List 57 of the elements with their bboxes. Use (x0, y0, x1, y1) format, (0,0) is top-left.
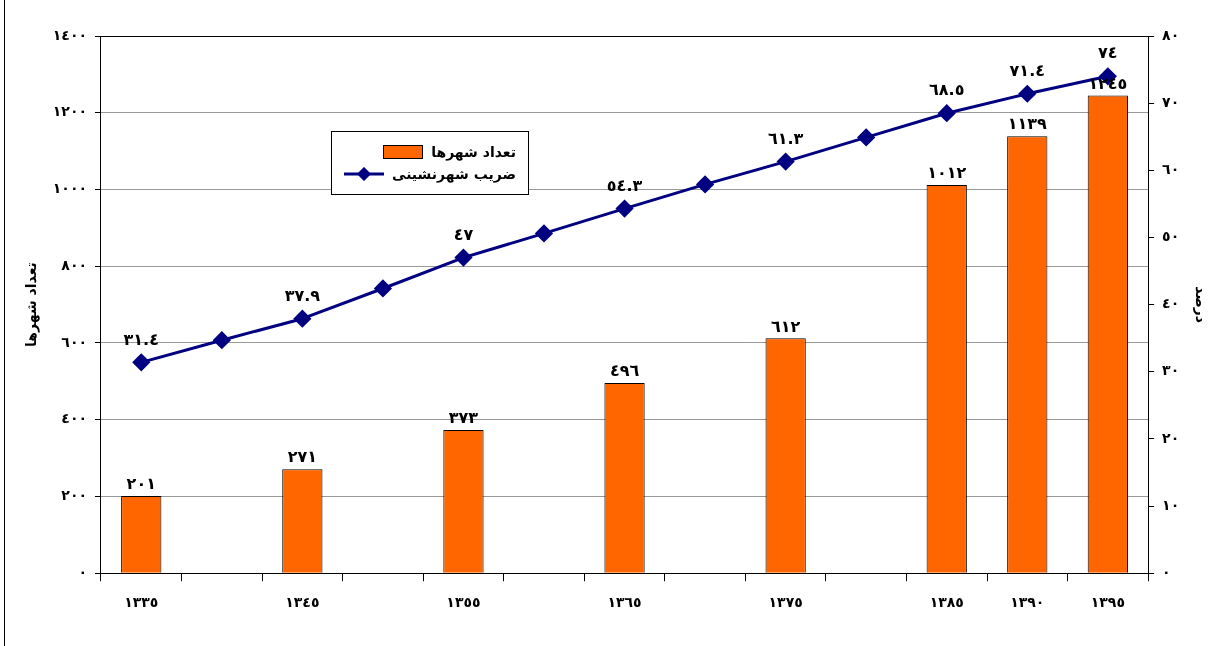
data-label: ٣١.٤ (123, 329, 159, 349)
data-label: ٢٧١ (287, 447, 317, 467)
point (777, 153, 795, 171)
point (293, 310, 311, 328)
data-label: ٥٤.٣ (606, 175, 643, 195)
y2-axis-title: درصد (1192, 286, 1209, 324)
data-label: ٤٧ (453, 224, 474, 244)
point (938, 104, 956, 122)
data-label: ٧١.٤ (1009, 60, 1045, 80)
legend-label: ضریب شهرنشینی (391, 166, 516, 182)
data-label: ٣٧٣ (448, 408, 479, 428)
point (1018, 85, 1036, 103)
x-tick-label: ١٣٤٥ (285, 594, 320, 611)
point (374, 279, 392, 297)
y2-tick-label: ٦٠ (1162, 160, 1180, 177)
data-label: ٤٩٦ (609, 361, 640, 381)
point (535, 224, 553, 242)
point (857, 128, 875, 146)
point (454, 249, 472, 267)
data-label: ١١٣٩ (1007, 114, 1048, 134)
y-axis-title: تعداد شهرها (23, 262, 41, 347)
data-label: ٧٤ (1098, 43, 1118, 63)
y-tick-label: ٤٠٠ (61, 410, 87, 427)
legend-label: تعداد شهرها (431, 144, 516, 160)
y2-tick-label: ٧٠ (1162, 93, 1180, 110)
x-tick-label: ١٣٩٠ (1010, 594, 1045, 611)
y-tick-label: ٠ (78, 563, 87, 580)
y2-tick-label: ٤٠ (1162, 295, 1180, 312)
x-tick-label: ١٣٣٥ (124, 594, 159, 611)
y2-tick-label: ٥٠ (1162, 228, 1180, 245)
y-tick-label: ٦٠٠ (61, 333, 87, 350)
x-tick-label: ١٣٥٥ (446, 594, 481, 611)
y2-tick-label: ٢٠ (1162, 429, 1180, 446)
y-tick-label: ٢٠٠ (61, 487, 87, 504)
x-tick-label: ١٣٩٥ (1090, 594, 1125, 611)
data-label: ٦٨.٥ (929, 80, 965, 100)
y-tick-label: ١٤٠٠ (52, 26, 87, 43)
data-label: ٢٠١ (126, 474, 156, 494)
point (213, 331, 231, 349)
x-tick-label: ١٣٧٥ (768, 594, 803, 611)
data-label: ١٠١٢ (927, 163, 967, 183)
y2-tick-label: ٠ (1162, 563, 1171, 580)
y2-tick-label: ٣٠ (1162, 362, 1180, 379)
data-label: ٦١٢ (770, 316, 801, 336)
x-tick-label: ١٣٦٥ (607, 594, 642, 611)
y-tick-label: ١٠٠٠ (52, 180, 87, 197)
data-label: ١٢٤٥ (1088, 73, 1128, 93)
data-label: ٦١.٣ (767, 128, 804, 148)
point (696, 175, 714, 193)
y-tick-label: ٨٠٠ (61, 256, 87, 273)
y2-tick-label: ٨٠ (1162, 26, 1180, 43)
point (616, 200, 634, 218)
x-tick-label: ١٣٨٥ (929, 594, 964, 611)
data-label: ٣٧.٩ (284, 285, 321, 305)
y2-tick-label: ١٠ (1162, 496, 1180, 513)
y-tick-label: ١٢٠٠ (52, 103, 87, 120)
point (132, 353, 150, 371)
